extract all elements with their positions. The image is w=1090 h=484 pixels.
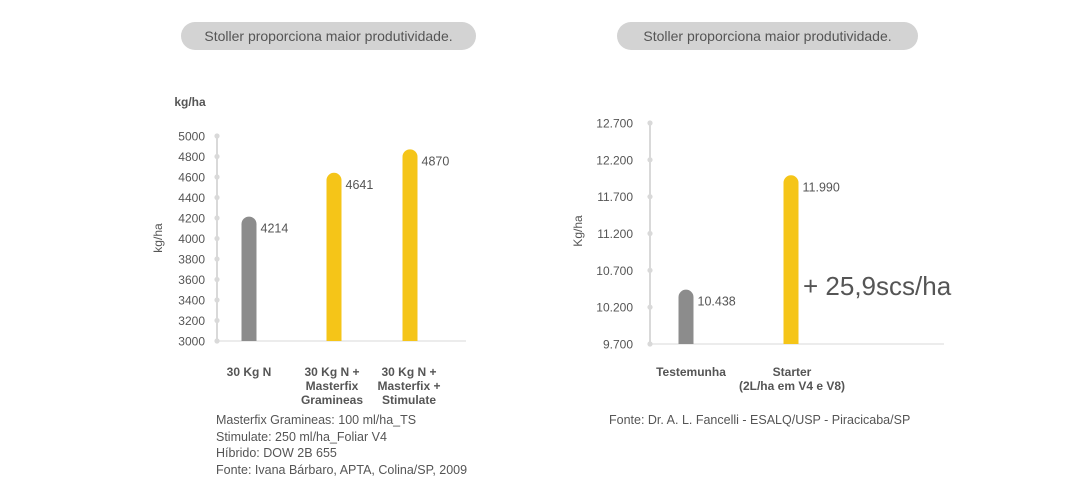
y-tick-label: 3000 xyxy=(178,335,205,349)
y-tick-dot xyxy=(647,230,653,237)
note-line: Masterfix Gramineas: 100 ml/ha_TS xyxy=(216,413,417,427)
notes-right: Fonte: Dr. A. L. Fancelli - ESALQ/USP - … xyxy=(609,412,910,429)
category-label: 30 Kg N + xyxy=(304,365,359,379)
y-tick-label: 10.700 xyxy=(596,264,633,278)
note-line: Fonte: Ivana Bárbaro, APTA, Colina/SP, 2… xyxy=(216,462,468,477)
note-line: Fonte: Dr. A. L. Fancelli - ESALQ/USP - … xyxy=(609,413,911,427)
category-label: Starter xyxy=(773,365,812,379)
y-tick-label: 3400 xyxy=(178,294,205,308)
y-tick-label: 9.700 xyxy=(603,338,633,352)
y-tick-dot xyxy=(214,133,220,139)
category-label: Testemunha xyxy=(656,365,726,379)
y-tick-dot xyxy=(214,174,220,180)
bar-value-label: 4870 xyxy=(422,154,450,168)
y-tick-label: 5000 xyxy=(178,130,205,144)
y-tick-dot xyxy=(214,317,220,324)
category-label: 30 Kg N xyxy=(227,365,272,379)
bar-value-label: 11.990 xyxy=(803,180,840,194)
y-tick-label: 4000 xyxy=(178,232,205,246)
banner-right: Stoller proporciona maior produtividade. xyxy=(617,22,918,50)
banner-left: Stoller proporciona maior produtividade. xyxy=(181,22,476,50)
y-tick-dot xyxy=(214,276,220,283)
bar-value-label: 10.438 xyxy=(698,295,736,309)
bar xyxy=(241,216,257,341)
y-tick-dot xyxy=(647,267,653,273)
y-tick-dot xyxy=(214,297,220,303)
y-tick-dot xyxy=(214,215,220,221)
y-tick-label: 12.700 xyxy=(596,117,633,131)
bar-value-label: 4641 xyxy=(346,178,374,192)
y-tick-dot xyxy=(647,194,653,200)
y-tick-label: 12.200 xyxy=(596,153,633,167)
y-tick-label: 11.200 xyxy=(597,227,633,241)
y-tick-dot xyxy=(214,256,220,262)
bar-value-label: 4214 xyxy=(261,222,289,236)
y-tick-dot xyxy=(214,153,220,160)
category-label: Gramineas xyxy=(301,393,363,407)
category-label: Stimulate xyxy=(382,393,436,407)
y-tick-dot xyxy=(647,157,653,163)
category-label: Masterfix + xyxy=(377,379,440,393)
y-tick-dot xyxy=(647,304,653,310)
y-tick-label: 3800 xyxy=(178,253,205,267)
unit-label: kg/ha xyxy=(174,95,206,109)
y-tick-label: 4400 xyxy=(178,191,205,205)
y-tick-dot xyxy=(214,235,220,242)
category-label: Masterfix xyxy=(306,379,359,393)
bar xyxy=(326,172,342,341)
y-axis-title: kg/ha xyxy=(151,223,165,253)
y-axis-title: Kg/ha xyxy=(571,215,585,247)
bar xyxy=(783,175,799,344)
gain-annotation: + 25,9scs/ha xyxy=(803,271,952,301)
y-tick-dot xyxy=(647,341,653,347)
category-label: 30 Kg N + xyxy=(381,365,436,379)
y-tick-label: 3200 xyxy=(178,314,205,328)
y-tick-label: 3600 xyxy=(178,273,205,287)
y-tick-dot xyxy=(214,338,220,344)
bar xyxy=(402,149,418,341)
y-tick-dot xyxy=(214,194,220,201)
y-tick-label: 4800 xyxy=(178,150,205,164)
notes-left: Masterfix Gramineas: 100 ml/ha_TS Stimul… xyxy=(216,412,467,478)
note-line: Híbrido: DOW 2B 655 xyxy=(216,446,337,460)
y-tick-label: 4200 xyxy=(178,212,205,226)
bar xyxy=(678,289,694,344)
y-tick-label: 4600 xyxy=(178,171,205,185)
category-label: (2L/ha em V4 e V8) xyxy=(739,379,845,393)
y-tick-dot xyxy=(647,120,653,126)
y-tick-label: 10.200 xyxy=(596,301,633,315)
note-line: Stimulate: 250 ml/ha_Foliar V4 xyxy=(216,429,387,444)
y-tick-label: 11.700 xyxy=(597,190,633,204)
